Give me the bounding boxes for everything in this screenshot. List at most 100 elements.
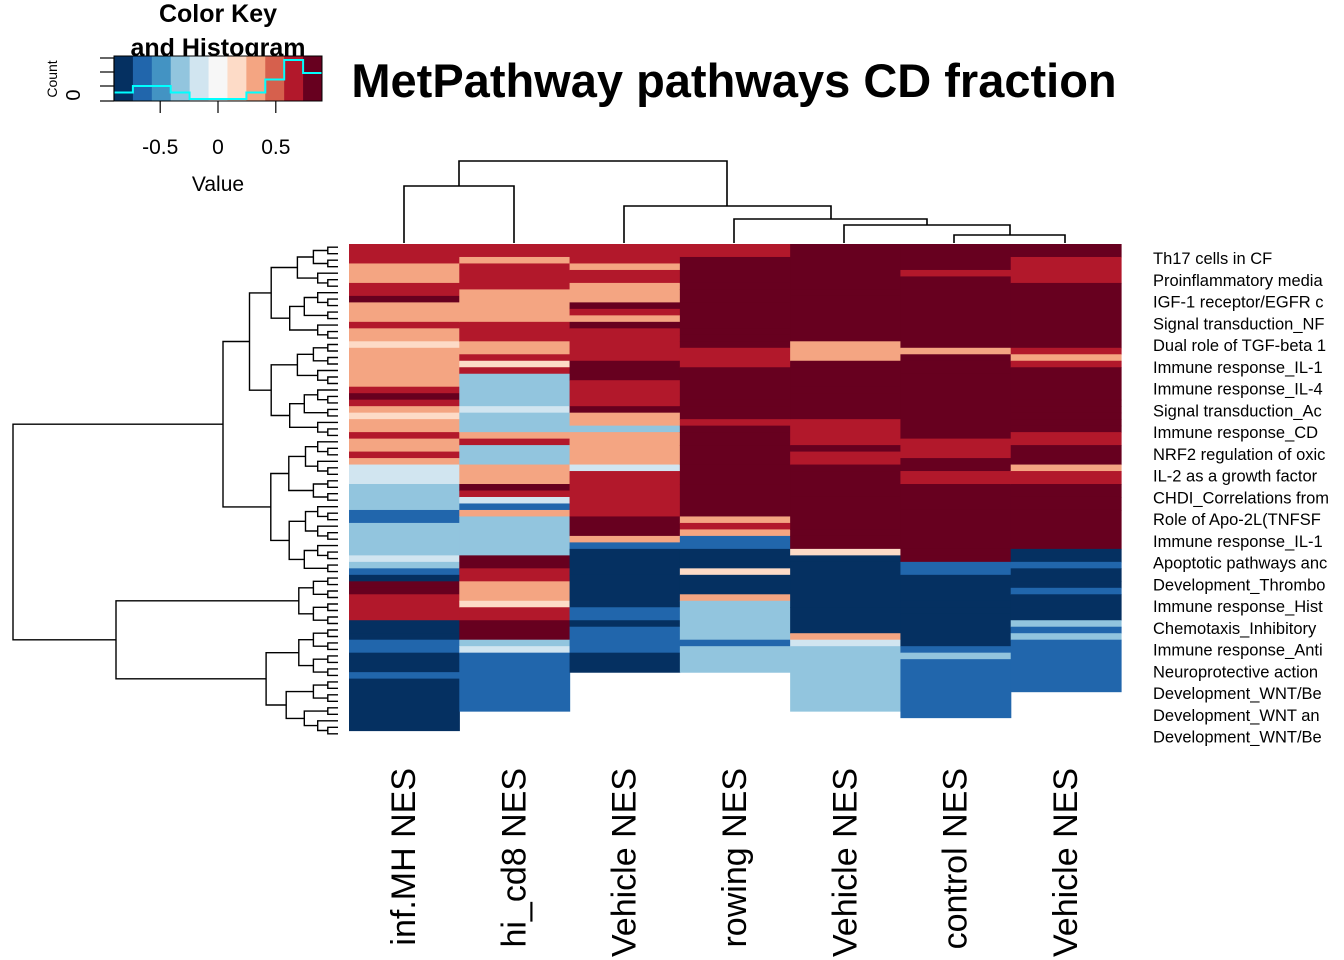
row-label: Development_WNT an (1153, 707, 1320, 725)
row-dendrogram-branch (312, 606, 328, 621)
column-label: Vehicle NES (1047, 768, 1085, 957)
heatmap-cell (459, 484, 571, 492)
heatmap-cell (900, 458, 1012, 472)
heatmap-cell (1010, 633, 1122, 641)
column-label: control NES (937, 768, 975, 949)
heatmap-cell (900, 438, 1012, 459)
heatmap-cell (459, 600, 571, 608)
heatmap-cell (1010, 471, 1122, 485)
heatmap-cell (679, 522, 791, 531)
heatmap-cell (900, 354, 1012, 362)
color-key-zero-label: 0 (63, 89, 85, 100)
row-label: Dual role of TGF-beta 1 (1153, 337, 1326, 355)
heatmap-cell (1010, 354, 1122, 362)
heatmap-cell (569, 516, 681, 537)
row-dendrogram-branch (270, 472, 290, 542)
heatmap-cell (349, 678, 460, 732)
row-dendrogram-branch (303, 549, 328, 569)
row-label: Neuroprotective action (1153, 663, 1318, 681)
heatmap-cell (349, 412, 460, 420)
heatmap-cell (790, 548, 902, 556)
row-dendrogram-branch (327, 668, 338, 677)
color-key-title-line1: Color Key (159, 0, 277, 28)
color-key-swatch (303, 56, 323, 101)
heatmap-cell (349, 438, 460, 453)
row-dendrogram-branch (296, 256, 318, 279)
row-label: Proinflammatory media (1153, 272, 1323, 290)
heatmap-cell (790, 451, 902, 466)
row-label: Chemotaxis_Inhibitory (1153, 620, 1317, 638)
row-label: Development_WNT/Be (1153, 729, 1322, 747)
heatmap-cell (349, 451, 460, 459)
column-label: rowing NES (716, 768, 754, 948)
heatmap-cell (1010, 412, 1122, 420)
heatmap-cell (569, 282, 681, 303)
row-dendrogram-branch (327, 343, 338, 352)
heatmap-cell (1010, 360, 1122, 368)
row-dendrogram-branch (327, 395, 338, 404)
color-key-tick-label: 0 (212, 136, 224, 159)
row-dendrogram-branch (327, 681, 338, 689)
heatmap-cell (900, 600, 1012, 608)
color-key-value-label: Value (192, 173, 244, 196)
row-label: Signal transduction_Ac (1153, 402, 1322, 420)
heatmap-cell (679, 419, 791, 427)
heatmap-cell (459, 445, 571, 466)
heatmap-cell (349, 484, 460, 511)
row-dendrogram-branch (327, 629, 338, 638)
heatmap-cell (349, 244, 460, 265)
heatmap-cell (569, 652, 681, 673)
row-dendrogram-branch (327, 279, 338, 287)
heatmap-cell (1010, 581, 1122, 589)
row-dendrogram-branch (288, 455, 314, 492)
heatmap-cell (349, 633, 460, 641)
heatmap-cell (349, 302, 460, 323)
heatmap-cell (679, 600, 791, 641)
heatmap-cell (900, 347, 1012, 355)
heatmap-body (349, 244, 1122, 732)
color-key-x-ticks: -0.5 0 0.5 (142, 101, 290, 159)
heatmap-cell (1010, 282, 1122, 349)
row-dendrogram-branch (327, 694, 338, 702)
row-dendrogram-branch (288, 520, 306, 561)
heatmap-cell (790, 289, 902, 297)
heatmap-cell (790, 360, 902, 368)
heatmap-cell (900, 652, 1012, 660)
heatmap-cell (1010, 639, 1122, 693)
row-dendrogram-branch (327, 376, 338, 385)
heatmap-cell (569, 244, 681, 265)
heatmap-cell (790, 341, 902, 362)
heatmap-cell (900, 613, 1012, 647)
heatmap-cell (459, 646, 571, 654)
color-key-swatch (227, 56, 247, 101)
heatmap-cell (349, 561, 460, 569)
heatmap-cell (790, 244, 902, 291)
row-dendrogram-branch (327, 259, 338, 268)
column-dendrogram-branch (623, 205, 832, 243)
heatmap-cell (569, 360, 681, 381)
color-key-swatch (151, 56, 172, 101)
heatmap-cell (459, 581, 571, 602)
row-label: Immune response_Hist (1153, 598, 1323, 616)
row-dendrogram-branch (327, 428, 338, 437)
row-dendrogram-branch (298, 587, 314, 615)
row-label: Immune response_Anti (1153, 642, 1323, 660)
heatmap-cell (679, 341, 791, 349)
heatmap-cell (349, 555, 460, 563)
row-label: Immune response_CD (1153, 424, 1318, 442)
row-dendrogram-branch (327, 356, 338, 365)
heatmap-cell (459, 354, 571, 362)
row-dendrogram-branch (327, 616, 338, 625)
heatmap-cell (1010, 548, 1122, 563)
column-dendrogram-branch (843, 224, 1011, 243)
row-dendrogram-branch (327, 447, 338, 456)
heatmap-cell (900, 269, 1012, 278)
heatmap-cell (679, 425, 791, 433)
row-dendrogram-branch (312, 347, 328, 362)
row-dendrogram-branch (327, 512, 338, 521)
heatmap-cell (459, 432, 571, 440)
heatmap-cell (679, 328, 791, 336)
heatmap-cell (349, 509, 460, 524)
heatmap-cell (790, 386, 902, 394)
